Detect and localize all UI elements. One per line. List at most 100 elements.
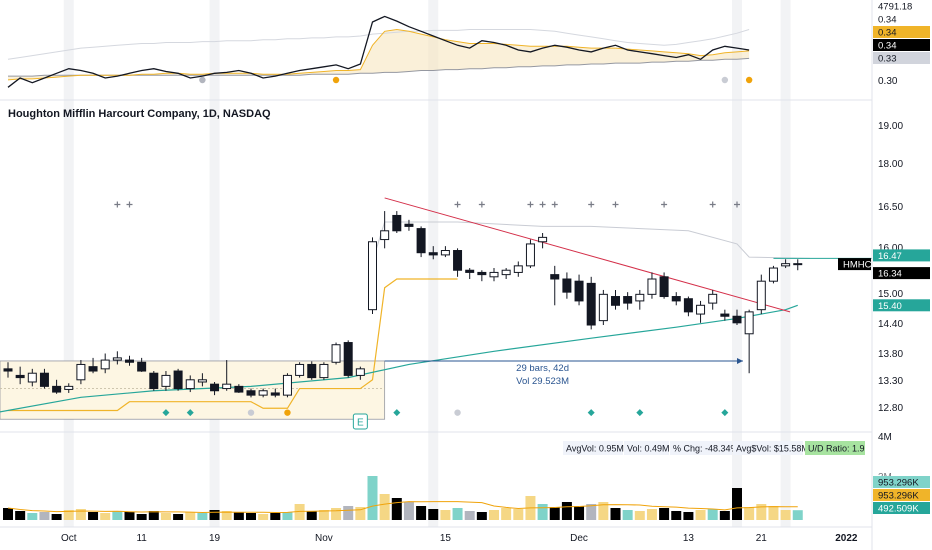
candle[interactable] — [234, 385, 244, 393]
candle[interactable] — [15, 374, 25, 379]
session-band — [63, 0, 74, 527]
candle[interactable] — [368, 241, 377, 311]
candle[interactable] — [453, 250, 463, 271]
candle[interactable] — [392, 214, 402, 232]
candle[interactable] — [173, 370, 183, 390]
candle[interactable] — [185, 379, 195, 390]
volume-bar — [561, 502, 572, 520]
candle[interactable] — [282, 374, 292, 396]
candle[interactable] — [574, 280, 584, 302]
candle[interactable] — [525, 243, 535, 267]
candle[interactable] — [768, 267, 778, 282]
candle[interactable] — [331, 344, 341, 363]
candle[interactable] — [307, 363, 317, 379]
volume-bar — [27, 513, 38, 520]
candle[interactable] — [756, 280, 766, 311]
volume-axis-tag: 953.296K — [878, 478, 919, 489]
candle[interactable] — [416, 228, 426, 254]
candle[interactable] — [428, 252, 438, 256]
candle[interactable] — [125, 359, 134, 363]
top-indicator-panel[interactable] — [7, 15, 753, 88]
volume-axis-tag-box — [873, 502, 930, 514]
candle[interactable] — [270, 392, 280, 396]
time-axis-label: 13 — [683, 533, 695, 544]
candle[interactable] — [404, 223, 414, 227]
candle[interactable] — [246, 390, 256, 396]
candle[interactable] — [635, 293, 645, 302]
volume-bar — [549, 507, 560, 520]
candle[interactable] — [586, 282, 596, 326]
candle[interactable] — [112, 357, 122, 361]
candle[interactable] — [3, 368, 13, 372]
volume-bar — [574, 506, 585, 520]
candle[interactable] — [793, 263, 803, 266]
volume-bar — [246, 513, 256, 520]
candle[interactable] — [210, 383, 220, 392]
volume-axis-top: 4M — [878, 432, 892, 443]
candle[interactable] — [440, 250, 450, 256]
volume-bar — [258, 514, 269, 520]
candle[interactable] — [52, 385, 62, 393]
candle[interactable] — [720, 313, 730, 317]
volume-bar — [464, 511, 475, 520]
earnings-marker[interactable] — [352, 413, 368, 430]
candle[interactable] — [76, 363, 86, 381]
candle[interactable] — [696, 304, 706, 315]
candle[interactable] — [295, 363, 305, 376]
candle[interactable] — [501, 269, 511, 276]
candle[interactable] — [683, 298, 693, 313]
top-axis-tag: 4791.18 — [878, 2, 912, 13]
candle[interactable] — [744, 311, 754, 335]
volume-average-line — [7, 501, 798, 514]
candle[interactable] — [781, 263, 791, 267]
candle[interactable] — [380, 230, 390, 241]
candle[interactable] — [258, 390, 268, 396]
time-axis[interactable]: Oct 11 19 Nov 15 Dec 13 21 2022 — [61, 533, 858, 544]
candle[interactable] — [489, 271, 499, 278]
price-panel[interactable]: 29 bars, 42d Vol 29.523M E — [0, 197, 872, 430]
plus-marker — [454, 201, 461, 208]
candle[interactable] — [137, 361, 147, 372]
plus-marker — [126, 201, 133, 208]
volume-bar — [282, 512, 293, 520]
candle[interactable] — [355, 368, 365, 376]
volume-panel[interactable]: AvgVol: 0.95M Vol: 0.49M% Chg: -48.34%Avg… — [3, 441, 865, 520]
candle[interactable] — [550, 274, 560, 280]
volume-bar — [197, 513, 208, 520]
candle[interactable] — [513, 265, 523, 273]
volume-bar — [15, 511, 26, 520]
candle[interactable] — [708, 293, 718, 304]
candle[interactable] — [671, 296, 681, 302]
candle[interactable] — [197, 379, 207, 383]
candle[interactable] — [222, 383, 232, 390]
price-axis[interactable]: 4791.18 0.34 0.34 0.34 0.33 0.30 19.00 18.00 16.… — [838, 0, 930, 515]
volume-axis-tag: 492.509K — [878, 504, 919, 515]
candle[interactable] — [611, 296, 620, 306]
candle[interactable] — [732, 315, 742, 324]
time-axis-label: 15 — [440, 533, 452, 544]
candle[interactable] — [623, 296, 633, 304]
candle[interactable] — [39, 372, 49, 387]
volume-bar — [306, 511, 317, 520]
candle[interactable] — [562, 278, 572, 293]
candle[interactable] — [343, 342, 353, 376]
volume-bar — [112, 511, 123, 520]
candle[interactable] — [27, 372, 37, 383]
candle[interactable] — [88, 366, 98, 372]
candle[interactable] — [465, 269, 475, 273]
volume-bar — [343, 506, 354, 520]
candle[interactable] — [149, 372, 159, 390]
candle[interactable] — [659, 276, 669, 298]
candle[interactable] — [100, 359, 110, 370]
candle[interactable] — [64, 385, 74, 390]
candle[interactable] — [161, 374, 171, 387]
candle[interactable] — [647, 278, 657, 295]
candle[interactable] — [538, 236, 548, 243]
candle[interactable] — [477, 271, 487, 276]
volume-bar — [719, 511, 730, 520]
plus-marker — [588, 201, 595, 208]
time-axis-label: Nov — [315, 533, 333, 544]
candle[interactable] — [598, 293, 608, 322]
candle[interactable] — [319, 363, 329, 379]
